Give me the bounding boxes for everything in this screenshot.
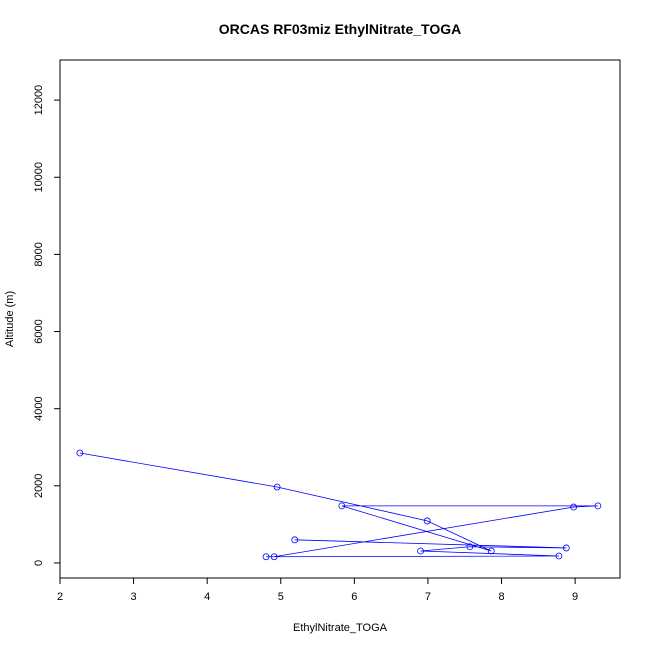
data-line: [79, 452, 598, 558]
y-tick-label: 4000: [33, 396, 45, 420]
x-tick-label: 3: [131, 591, 137, 603]
x-tick-label: 8: [498, 591, 504, 603]
data-point: [487, 547, 495, 555]
data-point: [338, 502, 346, 510]
data-point: [76, 449, 84, 457]
data-point: [562, 544, 570, 552]
data-point: [594, 502, 602, 510]
y-tick-label: 0: [33, 560, 45, 566]
y-tick-label: 12000: [33, 85, 45, 116]
data-point: [466, 543, 474, 551]
x-tick-label: 4: [204, 591, 210, 603]
data-point: [270, 553, 278, 561]
data-point: [417, 547, 424, 555]
x-tick-label: 5: [278, 591, 284, 603]
data-point: [273, 483, 281, 491]
x-tick-label: 7: [425, 591, 431, 603]
y-tick-label: 10000: [33, 162, 45, 193]
x-tick-label: 2: [57, 591, 63, 603]
data-point: [555, 552, 563, 560]
x-tick-label: 9: [572, 591, 578, 603]
data-point: [570, 503, 578, 511]
plot-frame: [59, 59, 621, 579]
x-axis-label: EthylNitrate_TOGA: [293, 622, 388, 634]
data-point: [423, 517, 431, 525]
data-point: [291, 536, 299, 544]
x-tick-label: 6: [351, 591, 357, 603]
y-tick-label: 6000: [33, 319, 45, 343]
chart-title: ORCAS RF03miz EthylNitrate_TOGA: [219, 21, 461, 37]
y-tick-label: 2000: [33, 474, 45, 498]
y-axis-label: Altitude (m): [4, 291, 16, 347]
y-tick-label: 8000: [33, 242, 45, 266]
data-point: [262, 553, 270, 561]
